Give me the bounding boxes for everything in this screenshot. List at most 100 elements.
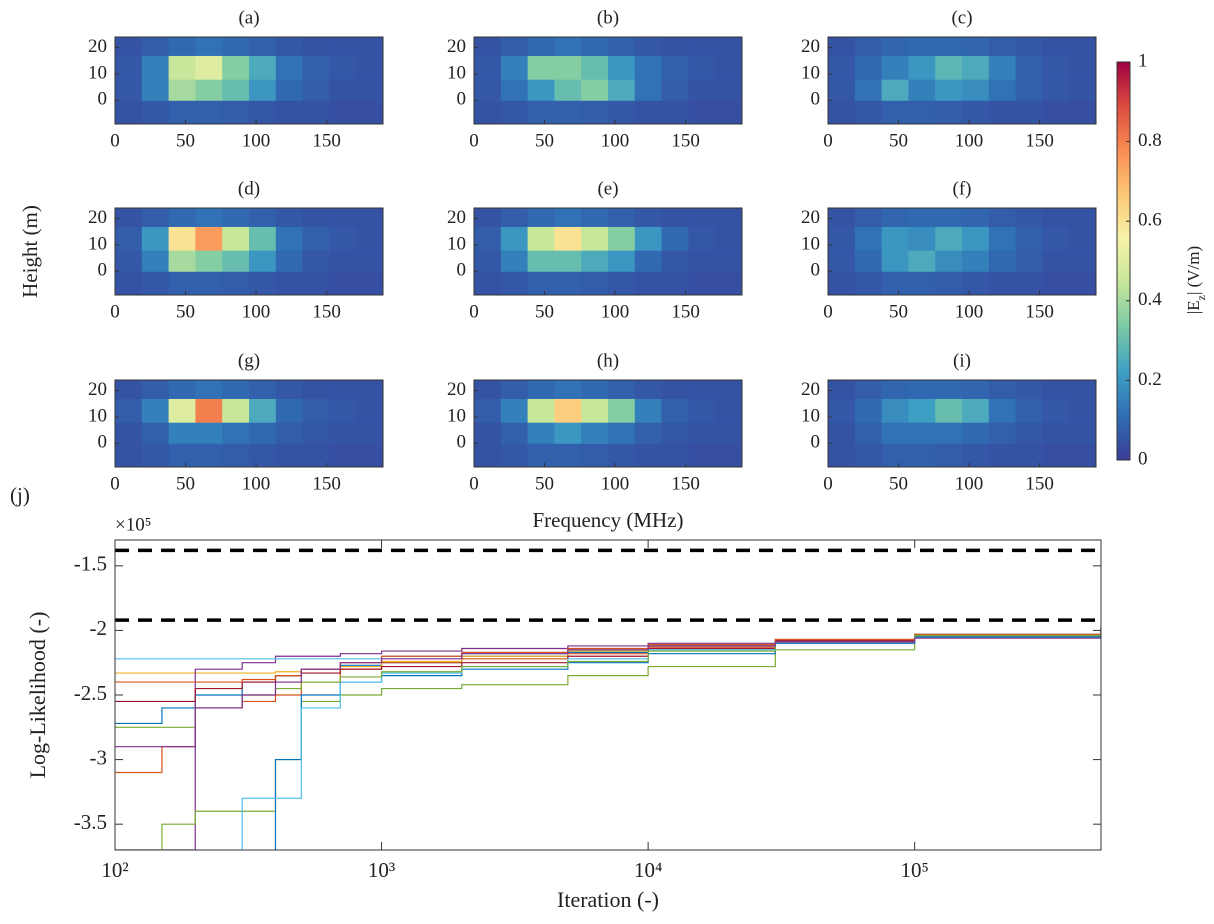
heatmap-cell bbox=[881, 37, 909, 56]
y-tick-label: 20 bbox=[447, 36, 466, 57]
heatmap-cell bbox=[474, 100, 502, 125]
heatmap-cell bbox=[1042, 55, 1070, 80]
heatmap-cell bbox=[988, 380, 1017, 399]
heatmap-cell bbox=[1042, 422, 1070, 444]
colorbar-tick-label: 0 bbox=[1138, 448, 1148, 469]
heatmap-cell bbox=[715, 250, 743, 272]
heatmap-cell bbox=[988, 79, 1017, 101]
heatmap-cell bbox=[881, 443, 909, 468]
heatmap-cell bbox=[962, 398, 990, 423]
heatmap-cell bbox=[527, 250, 555, 272]
heatmap-cell bbox=[249, 271, 277, 296]
heatmap-cell bbox=[935, 271, 963, 296]
heatmap-cell bbox=[302, 100, 330, 125]
heatmap-cell bbox=[634, 380, 663, 399]
heatmap-cell bbox=[168, 271, 196, 296]
heatmap-cell bbox=[195, 422, 223, 444]
heatmap-cell bbox=[195, 37, 223, 56]
heatmap-cell bbox=[1069, 380, 1097, 399]
heatmap-cell bbox=[141, 443, 170, 468]
heatmap-cell bbox=[1042, 37, 1070, 56]
heatmap-cell bbox=[249, 100, 277, 125]
heatmap-cell bbox=[195, 443, 223, 468]
heatmap-cell bbox=[554, 79, 582, 101]
heatmap-cell bbox=[1042, 226, 1070, 251]
heatmap-cell bbox=[302, 55, 330, 80]
heatmap-cell bbox=[1015, 226, 1043, 251]
heatmap-cell bbox=[854, 398, 883, 423]
x-tick-label: 0 bbox=[110, 301, 120, 322]
heatmap-cell bbox=[1042, 250, 1070, 272]
heatmap-cell bbox=[962, 271, 990, 296]
heatmap-cell bbox=[661, 55, 689, 80]
heatmap-cell bbox=[854, 443, 883, 468]
heatmap-cell bbox=[554, 398, 582, 423]
heatmap-cell bbox=[1042, 271, 1070, 296]
plot-lines bbox=[115, 548, 1101, 850]
heatmap-cell bbox=[854, 79, 883, 101]
heatmap-cell bbox=[962, 79, 990, 101]
heatmap-cell bbox=[249, 208, 277, 227]
heatmap-cell bbox=[988, 422, 1017, 444]
heatmap-cell bbox=[1069, 226, 1097, 251]
heatmap-cell bbox=[661, 271, 689, 296]
heatmap-cell bbox=[141, 271, 170, 296]
heatmap-cell bbox=[222, 250, 250, 272]
heatmap-cell bbox=[302, 422, 330, 444]
heatmap-cell bbox=[634, 250, 663, 272]
heatmap-cell bbox=[634, 271, 663, 296]
colorbar bbox=[1116, 61, 1131, 461]
heatmap-cell bbox=[527, 55, 555, 80]
heatmap-cell bbox=[527, 37, 555, 56]
heatmap-cell bbox=[688, 208, 716, 227]
axes-frame bbox=[473, 36, 743, 125]
heatmap-cell bbox=[608, 443, 636, 468]
colorbar-label-part: z bbox=[1194, 295, 1208, 300]
heatmap-cell bbox=[329, 208, 357, 227]
heatmap-cell bbox=[581, 79, 609, 101]
heatmap-cell bbox=[527, 226, 555, 251]
series-line bbox=[115, 630, 1101, 748]
heatmap-cell bbox=[1015, 100, 1043, 125]
y-tick-label: 20 bbox=[801, 36, 820, 57]
panel-title: (h) bbox=[597, 350, 619, 371]
x-tick-label: 0 bbox=[469, 130, 479, 151]
heatmap-cell bbox=[168, 422, 196, 444]
heatmap-cell bbox=[249, 398, 277, 423]
panel-title: (i) bbox=[953, 350, 971, 371]
heatmap-cell bbox=[168, 443, 196, 468]
heatmap-cell bbox=[715, 443, 743, 468]
heatmap-cell bbox=[661, 422, 689, 444]
x-tick-label: 150 bbox=[671, 301, 700, 322]
x-tick-label: 50 bbox=[889, 130, 908, 151]
heatmap-cell bbox=[554, 271, 582, 296]
heatmap-cell bbox=[1015, 443, 1043, 468]
heatmap-cell bbox=[1042, 100, 1070, 125]
y-tick-label: 10 bbox=[801, 233, 820, 254]
heatmap-cell bbox=[329, 271, 357, 296]
axes-frame bbox=[827, 36, 1097, 125]
heatmap-cell bbox=[275, 422, 304, 444]
heatmap-cell bbox=[688, 37, 716, 56]
heatmap-cell bbox=[329, 443, 357, 468]
heatmap-cell bbox=[195, 79, 223, 101]
x-tick-label: 100 bbox=[242, 301, 271, 322]
heatmap-cell bbox=[168, 380, 196, 399]
heatmap-cell bbox=[527, 271, 555, 296]
heatmap-cell bbox=[881, 226, 909, 251]
heatmap-cell bbox=[222, 380, 250, 399]
heatmap-cell bbox=[634, 100, 663, 125]
x-tick-label: 150 bbox=[312, 473, 341, 494]
heatmap-cell bbox=[608, 226, 636, 251]
heatmap-cell bbox=[500, 380, 529, 399]
heatmap-cell bbox=[688, 443, 716, 468]
heatmap-cell bbox=[168, 55, 196, 80]
heatmap-cell bbox=[828, 208, 856, 227]
x-tick-label: 100 bbox=[242, 473, 271, 494]
heatmap-cell bbox=[854, 380, 883, 399]
y-tick-label: 10 bbox=[88, 233, 107, 254]
heatmap-cell bbox=[581, 37, 609, 56]
heatmap-cell bbox=[962, 100, 990, 125]
heatmap-cell bbox=[329, 226, 357, 251]
heatmap-cell bbox=[715, 422, 743, 444]
